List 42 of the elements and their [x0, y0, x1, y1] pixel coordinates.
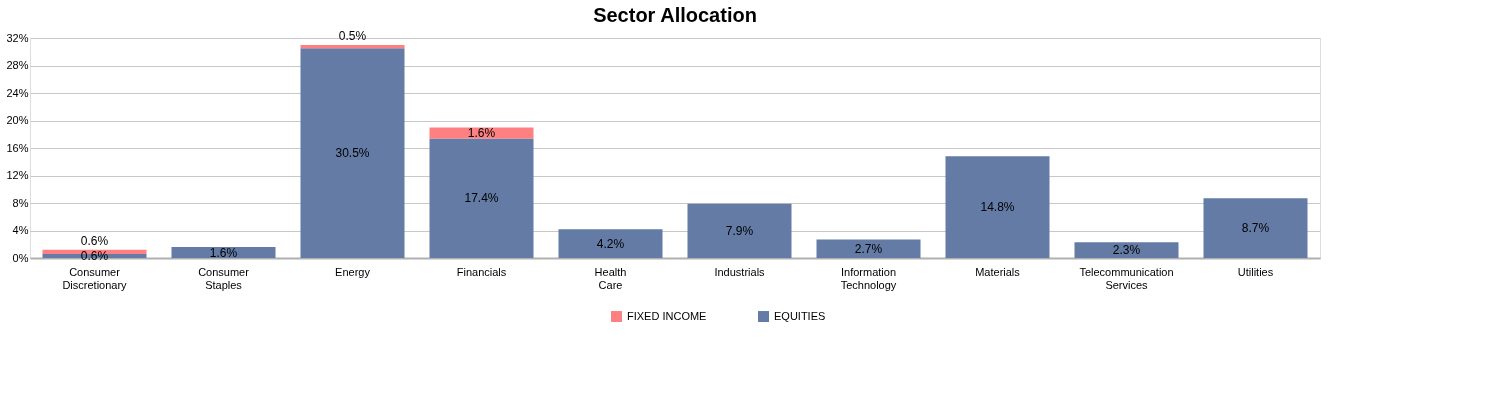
data-label: 2.7%: [854, 241, 883, 256]
data-label: 17.4%: [464, 191, 499, 206]
bar: [687, 203, 792, 258]
chart-title: Sector Allocation: [593, 3, 757, 26]
x-tick-label: Consumer Discretionary: [62, 265, 128, 291]
y-tick-label: 32%: [6, 31, 29, 44]
y-tick-label: 28%: [6, 59, 29, 71]
x-tick-label: Consumer Staples: [198, 265, 250, 291]
x-tick-label: Telecommunication Services: [1079, 265, 1174, 291]
y-tick-label: 0%: [12, 251, 29, 264]
bar: [1203, 198, 1308, 258]
y-tick-label: 12%: [6, 169, 29, 181]
data-label: 4.2%: [596, 236, 625, 251]
x-tick-label: Industrials: [714, 265, 766, 278]
data-label: 1.6%: [209, 245, 238, 260]
data-label: 7.9%: [725, 223, 754, 238]
x-tick-label: Utilities: [1237, 265, 1274, 278]
y-tick-label: 8%: [12, 196, 29, 209]
x-tick-label: Financials: [456, 265, 507, 278]
legend-label: EQUITIES: [774, 309, 826, 322]
y-tick-label: 16%: [6, 141, 29, 154]
x-tick-label: Energy: [335, 265, 371, 278]
x-tick-label: Materials: [975, 265, 1021, 278]
bar: [558, 229, 663, 258]
data-label: 2.3%: [1112, 243, 1141, 258]
data-label: 1.6%: [467, 125, 496, 140]
y-tick-label: 4%: [12, 224, 29, 236]
data-label: 14.8%: [980, 200, 1015, 215]
bar: [945, 156, 1050, 258]
bar: [429, 138, 534, 258]
x-tick-label: Health Care: [594, 265, 627, 291]
bar: [1074, 242, 1179, 258]
bar: [300, 48, 405, 258]
data-label: 8.7%: [1241, 221, 1270, 236]
y-tick-label: 20%: [6, 114, 29, 126]
legend-label: FIXED INCOME: [627, 309, 707, 322]
data-label: 0.6%: [80, 233, 109, 248]
data-label: 0.5%: [338, 28, 367, 43]
data-label: 30.5%: [335, 146, 370, 161]
bar: [816, 239, 921, 258]
x-tick-label: Information Technology: [840, 265, 897, 291]
y-tick-label: 24%: [6, 86, 29, 99]
